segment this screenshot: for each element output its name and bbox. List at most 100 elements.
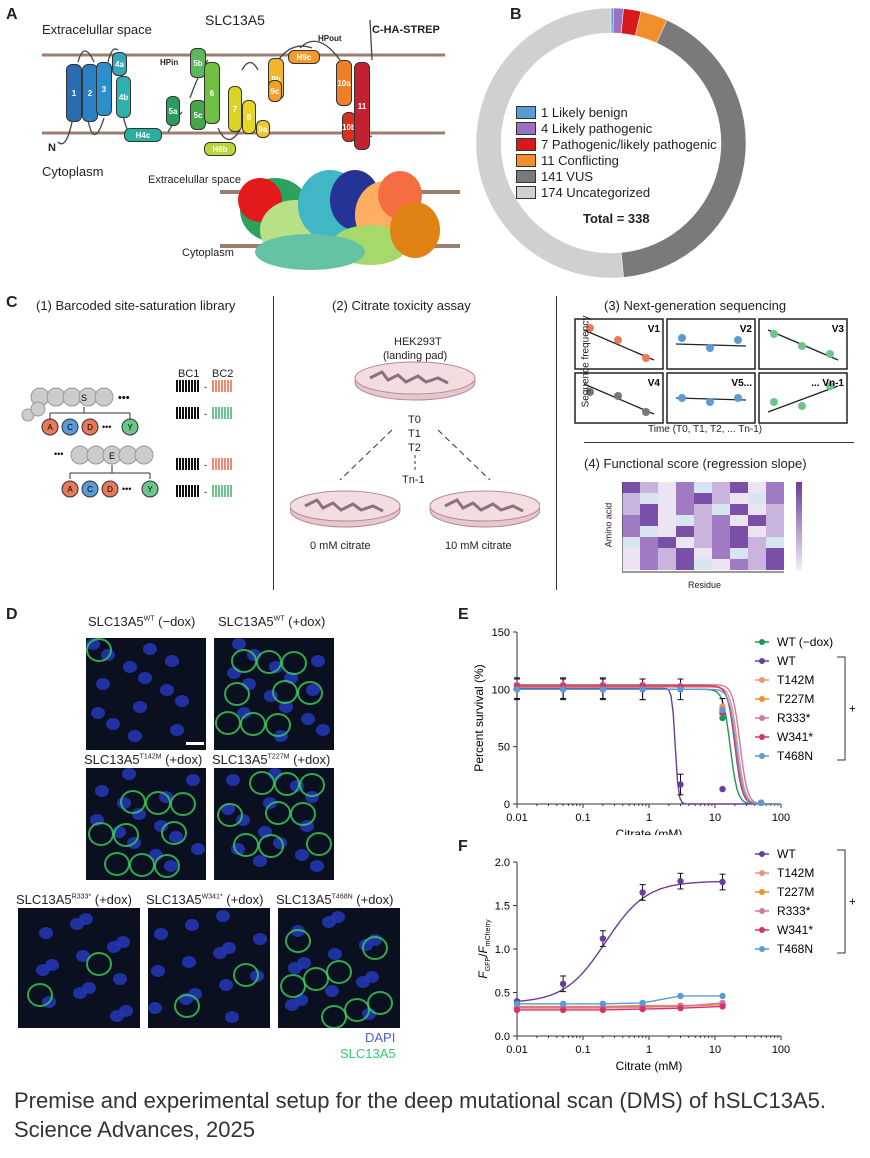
ngs-point [770,330,778,338]
data-point [677,781,684,788]
legend-label: 1 Likely benign [541,104,628,120]
heat-cell [676,537,694,548]
variant-label-6: ... Vn-1 [811,378,844,389]
residue-y [121,418,139,436]
nucleus [116,936,130,948]
model-extracellular-label: Extracelullar space [148,174,241,186]
membrane-signal [154,854,180,878]
hpin-label: HPin [160,58,179,67]
barcode-bar [215,407,217,419]
nucleus [253,933,267,945]
barcode-sep: - [204,382,207,392]
nucleus [316,724,330,736]
y-tick-label: 1.5 [495,901,510,913]
heat-cell [694,559,712,570]
membrane-signal [249,771,275,795]
barcode-bar [218,407,220,419]
legend-item-4: 11 Conflicting [516,152,726,168]
data-point [719,706,726,714]
legend-label: 174 Uncategorized [541,184,651,200]
barcode-bar [191,458,193,470]
heat-cell [658,504,676,515]
legend-label-2: T142M [777,866,814,880]
y-tick-label: 0 [504,799,510,811]
panel-label-b: B [510,6,522,23]
membrane-signal [129,853,155,877]
label-condition: (−dox) [154,614,196,629]
nucleus [154,928,168,940]
data-point [719,714,726,722]
helix-8: 8 [242,100,256,134]
label-base: SLC13A5 [16,892,72,907]
divider-c1 [273,296,274,590]
heat-cell [712,559,730,570]
barcode-bar [212,407,214,419]
panel-label-e: E [458,606,469,623]
label-condition: (+dox) [161,752,203,767]
data-point [639,999,646,1007]
residue-bead [30,401,46,417]
membrane-signal [362,936,388,960]
barcode-bar [176,458,178,470]
step1-title: (1) Barcoded site-saturation library [36,298,236,313]
residue-variant-label: C [87,485,93,494]
legend-swatch [516,169,536,183]
panel-label-d: D [6,606,18,623]
divider-c3 [584,442,854,443]
membrane-signal [88,822,114,846]
data-point [719,1003,726,1010]
barcode-bar [227,458,229,470]
n-terminus-label: N [48,142,56,154]
residue-variant [101,480,119,498]
divider-c2 [556,296,557,590]
legend-label-5: W341* [777,923,813,937]
residue-variant-label: D [87,423,93,432]
nucleus [295,849,309,861]
regression-line [583,329,655,361]
heat-xlabel: Residue [688,580,722,590]
legend-marker [759,677,765,683]
helix-3: 3 [96,62,112,116]
heat-cell [676,493,694,504]
nucleus [182,956,196,968]
barcode-bar [215,485,217,497]
helix-layer: 1 2 3 4a 4b H4c 5a 5b 5c 6 H6b 7 8 9a 9b 9c H9c 10a 10b 11 [0,0,480,290]
legend-label-1: WT (−dox) [777,635,833,649]
micrograph-7 [278,908,400,1028]
cytoplasm-label: Cytoplasm [42,164,104,179]
data-point [757,799,765,807]
barcode-bar [221,485,223,497]
legend-swatch [516,185,536,199]
step3-title: (3) Next-generation sequencing [604,298,787,313]
heat-cell [748,493,766,504]
barcode-bar [188,458,190,470]
micrograph-1 [86,638,206,750]
ngs-cell [758,318,848,370]
barcode-bar [182,380,184,392]
membrane-signal [281,651,307,675]
legend-bracket [837,656,846,761]
nucleus [165,655,179,667]
membrane-signal [265,801,291,825]
barcode-bar [197,407,199,419]
barcode-bar [227,380,229,392]
ellipsis: ••• [118,392,130,404]
nucleus [216,910,230,922]
barcode-bar [224,407,226,419]
barcode-bar [224,380,226,392]
data-point [719,992,726,1000]
barcode-bar [182,458,184,470]
ngs-point [586,324,594,332]
timepoint-t0: T0 [408,414,421,426]
label-base: SLC13A5 [84,752,140,767]
barcode-sep: - [204,487,207,497]
panel-label-f: F [458,838,468,855]
heat-cell [730,526,748,537]
protein-structure-model [220,170,460,270]
legend-marker [759,927,765,933]
heat-cell [712,537,730,548]
legend-swatch [516,153,536,167]
label-genotype: T142M [139,753,162,761]
ngs-regression-grid: V1 V2 V3 V4 V5... ... Vn-1 [574,318,848,424]
variant-label-4: V4 [648,378,661,389]
